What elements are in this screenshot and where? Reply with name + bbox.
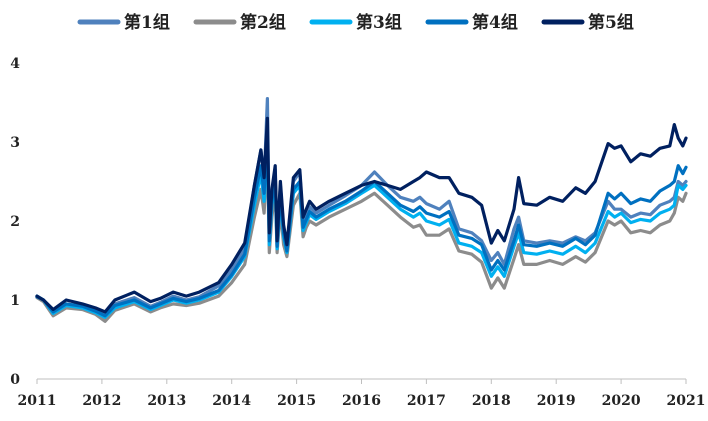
series-line-4 xyxy=(35,128,688,318)
series-line-2 xyxy=(35,152,688,323)
legend: 第1组 第2组 第3组 第4组 第5组 xyxy=(77,12,634,33)
legend-label-5: 第5组 xyxy=(588,12,634,33)
x-tick-label: 2013 xyxy=(147,393,186,409)
legend-label-1: 第1组 xyxy=(124,12,170,33)
x-tick-label: 2018 xyxy=(472,393,511,409)
y-axis: 0 1 2 3 4 xyxy=(10,56,20,388)
x-axis: 2011 2012 2013 2014 2015 2016 2017 2018 2019 2020… xyxy=(18,378,706,409)
legend-label-2: 第2组 xyxy=(240,12,286,33)
y-tick-label: 4 xyxy=(10,56,20,72)
x-tick-label: 2012 xyxy=(82,393,121,409)
legend-label-4: 第4组 xyxy=(472,12,518,33)
x-tick-label: 2014 xyxy=(212,393,251,409)
x-tick-label: 2017 xyxy=(407,393,446,409)
x-tick-label: 2011 xyxy=(18,393,57,409)
series-line-5 xyxy=(35,116,688,314)
y-tick-label: 2 xyxy=(10,214,20,230)
x-tick-label: 2015 xyxy=(277,393,316,409)
y-tick-label: 0 xyxy=(10,372,20,388)
y-tick-label: 3 xyxy=(10,135,20,151)
series-line-1 xyxy=(35,96,688,316)
x-tick-label: 2019 xyxy=(537,393,576,409)
legend-label-3: 第3组 xyxy=(356,12,402,33)
series-group xyxy=(35,96,688,323)
x-tick-label: 2021 xyxy=(667,393,706,409)
x-tick-label: 2020 xyxy=(602,393,641,409)
x-tick-label: 2016 xyxy=(342,393,381,409)
y-tick-label: 1 xyxy=(10,293,20,309)
